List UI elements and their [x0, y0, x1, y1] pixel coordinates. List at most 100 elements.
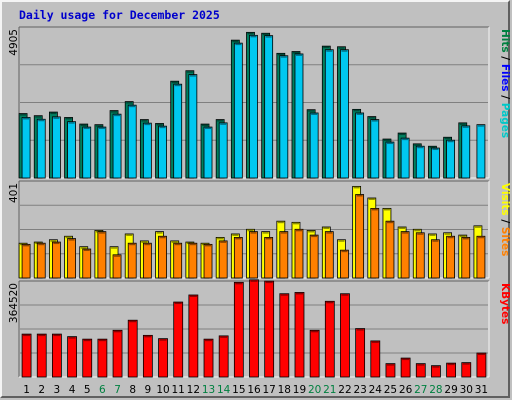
bar-cap [383, 139, 390, 142]
bar-cap [462, 363, 470, 365]
bar-files-day-12 [188, 74, 198, 179]
bar-kbytes-day-27 [415, 363, 426, 378]
bar-cap [295, 229, 302, 232]
bar-sites-day-21 [324, 231, 334, 279]
bar-files-day-26 [400, 137, 410, 179]
bar-cap [68, 239, 75, 241]
bar-cap [474, 226, 481, 228]
bar-files-day-15 [233, 42, 243, 179]
bar-files-day-11 [173, 83, 183, 179]
bar-cap [295, 292, 303, 295]
bar-cap [353, 109, 360, 112]
legend-item-files: Files [499, 64, 511, 92]
ymax-label-kbytes: 364520 [8, 283, 20, 323]
bar-cap [311, 330, 319, 333]
bar-files-day-6 [97, 126, 107, 179]
bar-files-day-30 [461, 125, 471, 179]
bar-files-day-3 [52, 116, 61, 179]
bar-cap [171, 81, 178, 84]
bar-cap [402, 232, 409, 234]
bar-cap [217, 120, 224, 122]
bar-cap [262, 33, 269, 36]
bar-sites-day-31 [476, 235, 486, 279]
bar-cap [432, 148, 439, 151]
bar-sites-day-14 [218, 240, 228, 279]
bar-files-day-22 [340, 49, 349, 179]
bar-cap [20, 114, 27, 116]
bar-cap [220, 123, 227, 125]
x-tick-label-day-11: 11 [172, 384, 185, 396]
bar-cap [341, 250, 348, 253]
bar-files-day-4 [67, 121, 76, 179]
bar-cap [417, 364, 425, 366]
bar-cap [402, 358, 410, 361]
bar-kbytes-day-30 [461, 362, 472, 378]
bar-cap [311, 235, 318, 238]
bar-cap [189, 295, 197, 297]
bar-sites-day-7 [112, 254, 122, 279]
bar-kbytes-day-25 [385, 363, 396, 378]
bar-cap [262, 232, 269, 234]
bar-cap [444, 233, 451, 235]
bar-kbytes-day-7 [112, 329, 123, 378]
bar-cap [414, 144, 421, 146]
bar-sites-day-24 [370, 208, 380, 279]
bar-cap [368, 117, 375, 119]
bar-cap [220, 336, 228, 338]
bar-sites-day-13 [203, 243, 213, 279]
bar-files-day-7 [112, 113, 122, 179]
legend-item-hits: Hits [499, 29, 511, 53]
bar-kbytes-day-6 [97, 338, 108, 378]
bar-cap [111, 111, 118, 113]
x-tick-label-day-26: 26 [399, 384, 413, 396]
x-tick-label-day-20: 20 [308, 384, 321, 396]
x-tick-label-day-7: 7 [114, 384, 121, 396]
bar-cap [205, 244, 212, 247]
bar-cap [114, 255, 121, 257]
bar-cap [338, 47, 345, 49]
legend-visits_sites: Visits / Sites [499, 183, 511, 256]
legend-item-pages: Pages [499, 103, 511, 138]
bar-files-day-14 [218, 122, 228, 179]
bar-kbytes-day-23 [355, 328, 366, 378]
x-tick-label-day-9: 9 [145, 384, 152, 396]
bar-sites-day-11 [173, 242, 183, 279]
ymax-label-visits_sites: 401 [8, 183, 20, 203]
bar-kbytes-day-1 [21, 333, 32, 378]
x-tick-label-day-18: 18 [278, 384, 291, 396]
bar-files-day-19 [294, 53, 304, 179]
bar-cap [95, 125, 102, 127]
bar-cap [295, 54, 302, 56]
bar-cap [383, 208, 390, 211]
x-tick-label-day-27: 27 [414, 384, 427, 396]
bar-cap [38, 243, 45, 246]
chart-title: Daily usage for December 2025 [19, 8, 220, 22]
bar-cap [462, 126, 469, 128]
bar-cap [235, 237, 242, 240]
bar-kbytes-day-19 [294, 292, 305, 378]
x-tick-label-day-29: 29 [444, 384, 457, 396]
bar-cap [250, 280, 258, 282]
bar-kbytes-day-18 [279, 293, 290, 378]
bar-cap [38, 119, 45, 122]
bar-cap [80, 124, 87, 127]
bar-files-day-27 [415, 145, 425, 179]
bar-files-day-13 [203, 126, 213, 179]
bar-sites-day-3 [52, 241, 61, 279]
bar-cap [250, 35, 257, 38]
bar-kbytes-day-11 [173, 301, 184, 378]
bar-kbytes-day-10 [158, 338, 168, 378]
bar-cap [174, 302, 182, 305]
bar-sites-day-30 [461, 237, 471, 279]
bar-cap [371, 120, 378, 122]
bar-cap [174, 84, 181, 87]
bar-cap [35, 116, 42, 118]
bar-files-day-17 [264, 35, 274, 179]
x-tick-label-day-3: 3 [54, 384, 61, 396]
legend-item-kbytes: KBytes [499, 283, 511, 324]
x-tick-label-day-21: 21 [323, 384, 336, 396]
bar-kbytes-day-14 [218, 335, 229, 378]
bar-cap [98, 339, 106, 342]
bar-cap [386, 142, 393, 145]
